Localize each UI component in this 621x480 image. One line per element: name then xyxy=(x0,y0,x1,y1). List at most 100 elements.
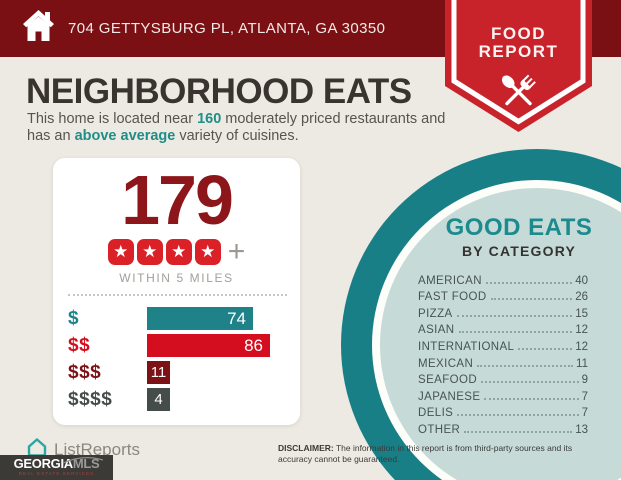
restaurant-count-inline: 160 xyxy=(197,111,222,127)
category-value: 7 xyxy=(581,390,588,403)
dotted-leader xyxy=(458,331,573,334)
category-row: DELIS 7 xyxy=(418,403,588,420)
category-row: SEAFOOD 9 xyxy=(418,370,588,387)
dotted-leader xyxy=(485,281,573,284)
category-row: OTHER 13 xyxy=(418,419,588,436)
category-value: 9 xyxy=(581,374,588,387)
page-title: NEIGHBORHOOD EATS xyxy=(26,72,412,111)
card-divider xyxy=(68,294,287,296)
radius-caption: WITHIN 5 MILES xyxy=(119,271,234,285)
intro-paragraph: This home is located near 160 moderately… xyxy=(27,111,457,144)
category-row: MEXICAN 11 xyxy=(418,353,588,370)
category-row: JAPANESE 7 xyxy=(418,386,588,403)
category-value: 11 xyxy=(576,357,588,370)
gmls-tagline: REAL ESTATE SERVICES xyxy=(18,471,95,476)
category-label: FAST FOOD xyxy=(418,291,487,304)
plus-icon: + xyxy=(227,235,246,268)
price-bar-chart: $ 74 $$ 86 $$$ 11 xyxy=(53,305,300,413)
bar-row: $$$$ 4 xyxy=(68,386,287,413)
dotted-leader xyxy=(481,381,579,384)
dotted-leader xyxy=(464,430,573,433)
bar-row: $ 74 xyxy=(68,305,287,332)
bar-value: 11 xyxy=(150,364,167,381)
disclaimer: DISCLAIMER: The information in this repo… xyxy=(278,443,610,464)
category-row: AMERICAN 40 xyxy=(418,270,588,287)
ribbon-line1: FOOD xyxy=(491,24,546,43)
food-report-ribbon: FOOD REPORT xyxy=(445,0,592,140)
above-average-highlight: above average xyxy=(74,127,176,144)
category-row: ASIAN 12 xyxy=(418,320,588,337)
category-label: OTHER xyxy=(418,423,461,436)
category-row: PIZZA 15 xyxy=(418,303,588,320)
bar-track: 11 xyxy=(147,361,287,384)
rating-stars: ★ ★ ★ ★ + xyxy=(53,235,300,268)
price-tier-label: $$$$ xyxy=(68,388,113,410)
category-label: MEXICAN xyxy=(418,357,474,370)
category-label: ASIAN xyxy=(418,324,455,337)
intro-text: variety of cuisines. xyxy=(175,127,299,144)
gmls-georgia: GEORGIA xyxy=(13,456,74,471)
dotted-leader xyxy=(457,414,579,417)
star-icon: ★ xyxy=(107,239,134,265)
good-eats-title: GOOD EATS xyxy=(445,214,593,241)
price-tier-label: $ xyxy=(68,307,80,329)
star-icon: ★ xyxy=(165,239,192,265)
intro-text: moderately priced restaurants and xyxy=(221,111,446,127)
gmls-swoosh-icon xyxy=(62,457,104,464)
star-icon: ★ xyxy=(194,239,221,265)
price-tier-bar: 4 xyxy=(147,388,170,411)
price-tier-bar: 74 xyxy=(147,307,253,330)
category-label: JAPANESE xyxy=(418,390,481,403)
category-value: 7 xyxy=(581,407,588,420)
dotted-leader xyxy=(490,298,573,301)
listreports-wordmark: ListReports xyxy=(54,440,140,459)
crossed-spoon-fork-icon xyxy=(501,74,536,106)
category-label: INTERNATIONAL xyxy=(418,340,515,353)
star-icon: ★ xyxy=(136,239,163,265)
category-value: 26 xyxy=(575,291,588,304)
price-tier-bar: 11 xyxy=(147,361,170,384)
gmls-mls: MLS xyxy=(72,456,100,471)
home-icon xyxy=(22,8,55,49)
dotted-leader xyxy=(456,314,573,317)
restaurant-count: 179 xyxy=(121,161,234,239)
disclaimer-line2: accuracy cannot be guaranteed. xyxy=(278,453,400,464)
ribbon-line2: REPORT xyxy=(479,42,559,61)
price-tier-label: $$ xyxy=(68,334,91,356)
bar-track: 86 xyxy=(147,334,287,357)
good-eats-subtitle: BY CATEGORY xyxy=(461,243,577,259)
bar-track: 74 xyxy=(147,307,287,330)
category-label: PIZZA xyxy=(418,307,453,320)
restaurant-count-card: 179 ★ ★ ★ ★ + WITHIN 5 MILES $ 74 $$ xyxy=(53,158,300,425)
category-label: SEAFOOD xyxy=(418,374,478,387)
disclaimer-line1: The information in this report is from t… xyxy=(333,443,573,453)
disclaimer-label: DISCLAIMER: xyxy=(278,443,334,453)
category-row: FAST FOOD 26 xyxy=(418,287,588,304)
georgiamls-logo: GEORGIAMLS REAL ESTATE SERVICES xyxy=(0,455,113,480)
property-address: 704 GETTYSBURG PL, ATLANTA, GA 30350 xyxy=(68,20,386,37)
good-eats-heading: GOOD EATS BY CATEGORY xyxy=(419,214,619,259)
category-value: 13 xyxy=(575,423,588,436)
georgiamls-wordmark: GEORGIAMLS xyxy=(0,457,113,470)
bar-value: 74 xyxy=(227,309,246,328)
category-value: 40 xyxy=(575,274,588,287)
price-tier-label: $$$ xyxy=(68,361,102,383)
category-value: 12 xyxy=(575,340,588,353)
category-label: AMERICAN xyxy=(418,274,482,287)
category-value: 15 xyxy=(575,307,588,320)
bar-row: $$$ 11 xyxy=(68,359,287,386)
intro-text: This home is located near xyxy=(27,111,198,127)
dotted-leader xyxy=(477,364,574,367)
bar-row: $$ 86 xyxy=(68,332,287,359)
category-row: INTERNATIONAL 12 xyxy=(418,336,588,353)
bar-value: 4 xyxy=(154,391,163,408)
category-list: AMERICAN 40 FAST FOOD 26 PIZZA 15 ASIAN … xyxy=(418,270,588,436)
bar-track: 4 xyxy=(147,388,287,411)
intro-text: has an xyxy=(27,127,75,144)
category-value: 12 xyxy=(575,324,588,337)
dotted-leader xyxy=(484,397,579,400)
dotted-leader xyxy=(518,347,573,350)
category-label: DELIS xyxy=(418,407,454,420)
bar-value: 86 xyxy=(244,336,263,355)
